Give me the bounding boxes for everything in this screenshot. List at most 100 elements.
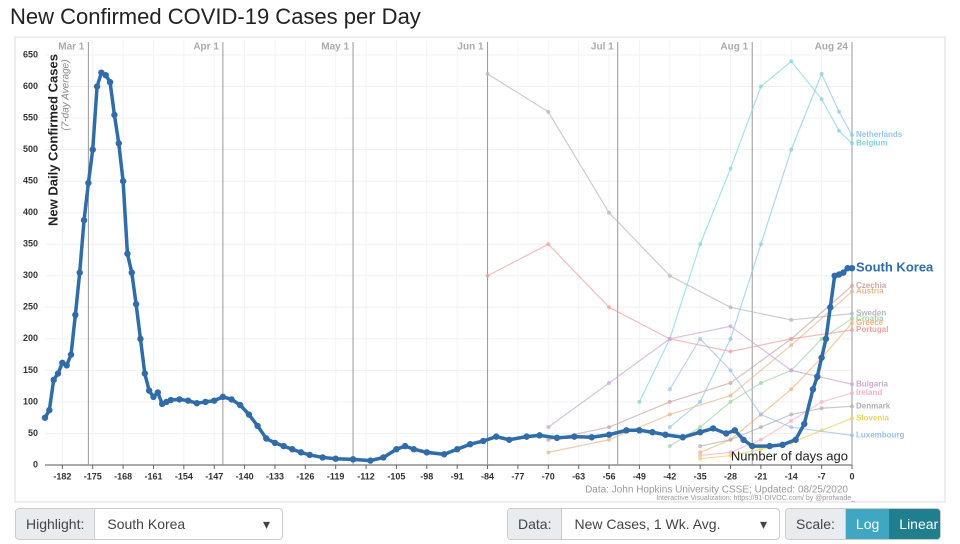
- series-label: Czechia: [856, 281, 887, 290]
- data-point: [184, 397, 192, 404]
- y-tick-label: 600: [23, 81, 38, 91]
- data-point: [271, 439, 279, 447]
- data-point: [698, 425, 703, 430]
- data-point: [106, 78, 114, 86]
- series-line: [699, 322, 853, 453]
- data-point: [819, 71, 824, 76]
- x-tick-label: -63: [572, 471, 585, 481]
- data-point: [137, 335, 144, 343]
- data-point: [789, 59, 794, 64]
- x-tick-label: -21: [754, 471, 767, 481]
- data-point: [76, 269, 83, 276]
- data-point: [848, 265, 856, 272]
- month-label: May 1: [321, 42, 349, 53]
- data-point: [758, 447, 763, 452]
- x-tick-label: -140: [236, 471, 254, 481]
- x-tick-label: -126: [296, 471, 314, 481]
- data-point: [219, 393, 227, 401]
- data-point: [649, 429, 656, 436]
- data-point: [546, 450, 551, 455]
- data-select[interactable]: New Cases, 1 Wk. Avg. ▾: [562, 509, 779, 539]
- data-point: [850, 141, 854, 146]
- data-point: [698, 450, 703, 455]
- data-point: [132, 300, 140, 308]
- y-axis-label: New Daily Confirmed Cases: [45, 54, 60, 226]
- highlight-select[interactable]: South Korea ▾: [95, 509, 282, 539]
- series-label: Denmark: [856, 401, 891, 410]
- data-point: [749, 442, 756, 450]
- x-tick-label: -77: [511, 471, 524, 481]
- data-point: [827, 304, 834, 311]
- data-point: [850, 289, 854, 294]
- data-point: [789, 343, 794, 348]
- data-point: [546, 242, 551, 247]
- x-tick-label: -175: [84, 471, 102, 481]
- data-point: [850, 404, 854, 409]
- month-label: Apr 1: [193, 42, 219, 53]
- data-point: [571, 433, 578, 440]
- scale-button[interactable]: Log: [845, 509, 890, 539]
- y-tick-label: 450: [23, 176, 38, 186]
- data-point: [728, 393, 733, 398]
- scale-label: Scale:: [786, 509, 846, 539]
- data-point: [850, 416, 854, 421]
- data-point: [80, 217, 88, 224]
- data-point: [605, 431, 613, 438]
- data-point: [728, 305, 733, 310]
- data-point: [728, 450, 733, 455]
- data-point: [819, 336, 824, 341]
- x-tick-label: -84: [481, 471, 494, 481]
- data-point: [667, 399, 672, 404]
- x-tick-label: -119: [327, 471, 345, 481]
- data-point: [679, 434, 686, 441]
- data-point: [696, 429, 704, 436]
- data-point: [380, 454, 387, 461]
- data-point: [607, 425, 612, 430]
- data-point: [698, 444, 703, 449]
- data-point: [850, 133, 854, 138]
- x-tick-label: -28: [724, 471, 737, 481]
- data-point: [740, 436, 747, 443]
- data-point: [111, 111, 118, 119]
- data-point: [546, 425, 551, 430]
- data-point: [836, 109, 841, 114]
- data-point: [141, 370, 148, 377]
- scale-button[interactable]: Linear: [889, 509, 940, 539]
- data-point: [667, 444, 672, 449]
- series-label: Slovenia: [856, 413, 889, 422]
- data-point: [493, 433, 500, 440]
- data-point: [731, 427, 739, 434]
- y-tick-label: 500: [23, 144, 38, 154]
- data-point: [667, 336, 672, 341]
- data-control[interactable]: Data: New Cases, 1 Wk. Avg. ▾: [507, 508, 780, 540]
- data-point: [211, 397, 218, 404]
- data-point: [850, 382, 854, 387]
- data-point: [758, 412, 763, 417]
- highlight-control[interactable]: Highlight: South Korea ▾: [15, 508, 283, 540]
- data-point: [809, 386, 817, 393]
- data-point: [728, 453, 733, 458]
- y-tick-label: 350: [23, 239, 38, 249]
- x-tick-label: -7: [818, 471, 826, 481]
- data-point: [332, 455, 339, 462]
- data-point: [485, 273, 490, 278]
- y-tick-label: 50: [28, 428, 38, 438]
- y-tick-label: 250: [23, 302, 38, 312]
- data-point: [789, 412, 794, 417]
- x-tick-label: -98: [420, 471, 433, 481]
- data-point: [758, 425, 763, 430]
- x-tick-label: -161: [144, 471, 162, 481]
- data-point: [667, 412, 672, 417]
- data-point: [289, 446, 296, 453]
- data-point: [124, 250, 131, 257]
- x-tick-label: -91: [451, 471, 464, 481]
- data-point: [319, 454, 326, 461]
- series-label: Netherlands: [856, 130, 903, 139]
- series-label: Sweden: [856, 309, 886, 318]
- series-label: Bulgaria: [856, 379, 889, 388]
- data-point: [176, 396, 183, 403]
- data-point: [588, 434, 595, 441]
- data-point: [367, 457, 374, 464]
- data-point: [202, 398, 209, 406]
